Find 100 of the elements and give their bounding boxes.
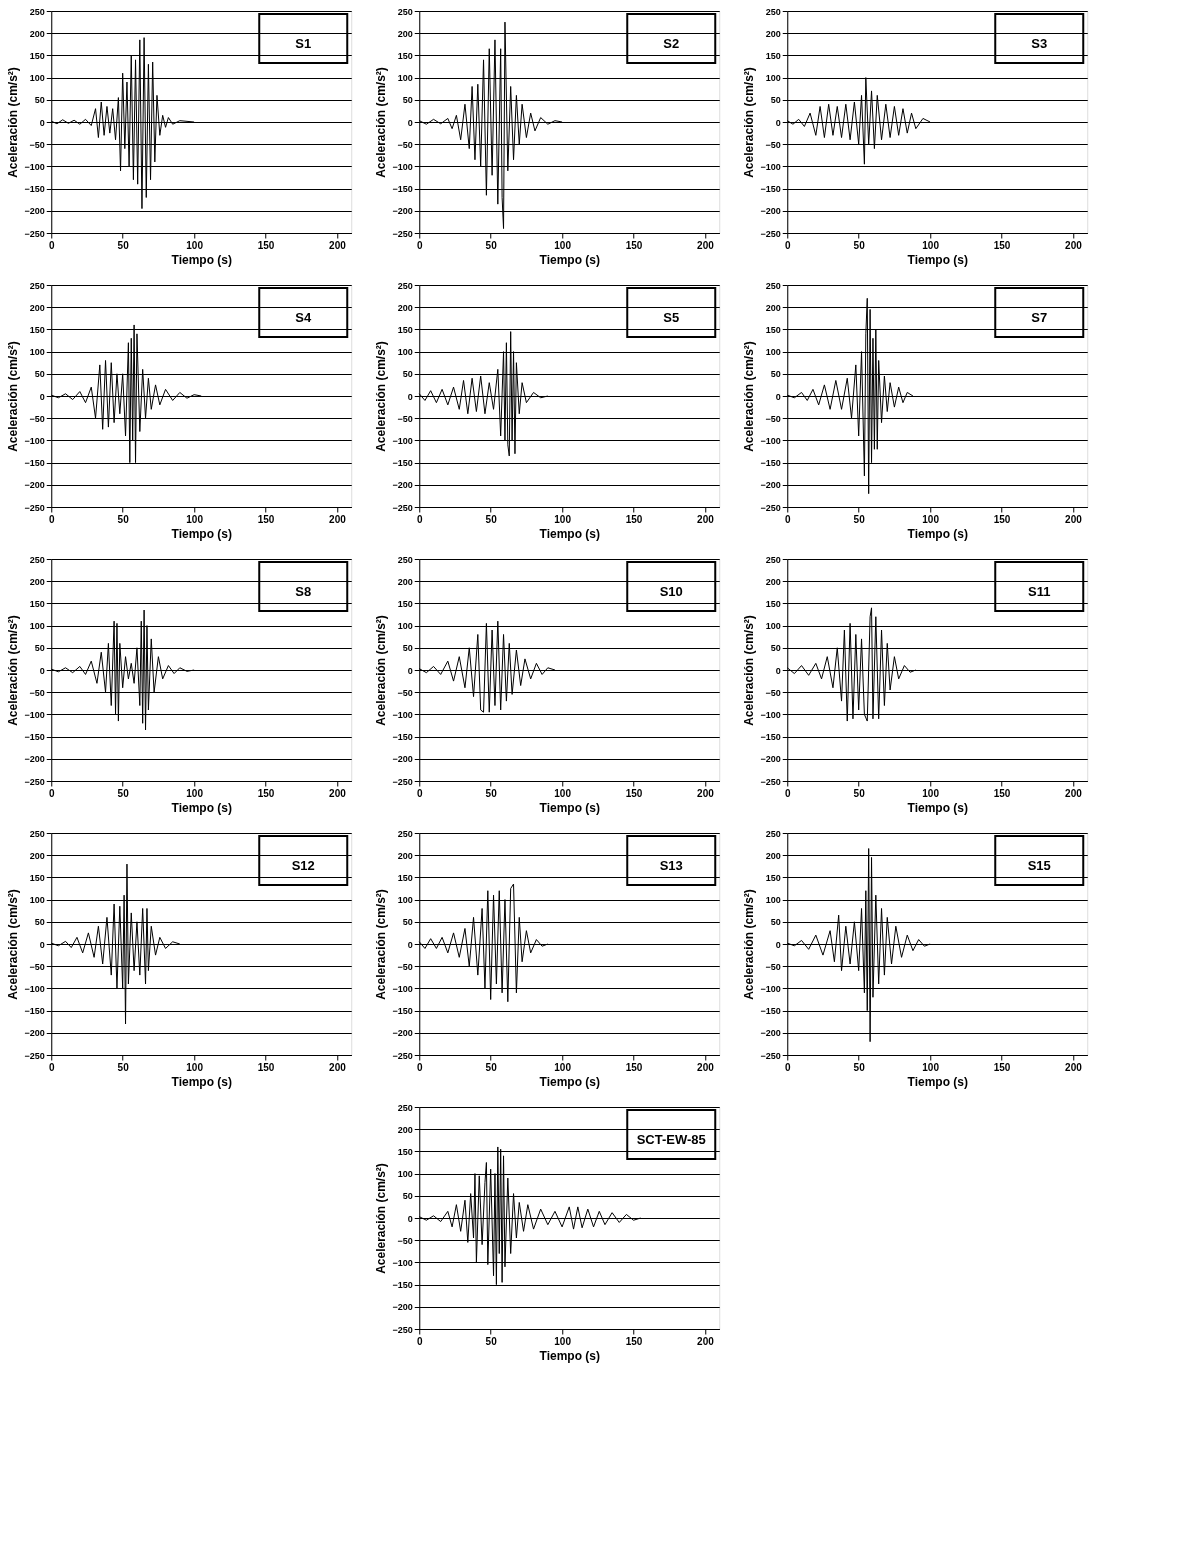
x-tick-label: 0 bbox=[784, 787, 791, 799]
y-tick-label: 150 bbox=[29, 872, 45, 883]
y-tick-label: −50 bbox=[765, 413, 781, 424]
y-axis-title: Aceleración (cm/s²) bbox=[742, 615, 757, 726]
y-axis-title: Aceleración (cm/s²) bbox=[374, 615, 389, 726]
y-tick-label: −250 bbox=[760, 228, 781, 239]
y-tick-label: −200 bbox=[760, 754, 781, 765]
y-tick-label: 150 bbox=[765, 50, 781, 61]
y-tick-label: 150 bbox=[29, 598, 45, 609]
y-tick-label: 100 bbox=[397, 895, 413, 906]
y-tick-label: 150 bbox=[397, 872, 413, 883]
y-tick-label: 150 bbox=[29, 324, 45, 335]
x-tick-label: 0 bbox=[48, 513, 55, 525]
x-tick-label: 150 bbox=[257, 239, 275, 251]
x-axis-title: Tiempo (s) bbox=[539, 1348, 600, 1363]
y-tick-label: −100 bbox=[24, 161, 45, 172]
y-tick-label: −150 bbox=[392, 458, 413, 469]
y-axis-title: Aceleración (cm/s²) bbox=[6, 67, 21, 178]
y-tick-label: 0 bbox=[407, 117, 413, 128]
y-tick-label: −200 bbox=[24, 1028, 45, 1039]
y-tick-label: −250 bbox=[760, 776, 781, 787]
x-tick-label: 200 bbox=[1065, 787, 1083, 799]
x-axis-title: Tiempo (s) bbox=[907, 1074, 968, 1089]
x-axis-title: Tiempo (s) bbox=[907, 526, 968, 541]
y-tick-label: −100 bbox=[392, 161, 413, 172]
x-axis-title: Tiempo (s) bbox=[171, 1074, 232, 1089]
x-tick-label: 100 bbox=[922, 239, 940, 251]
y-tick-label: 100 bbox=[29, 895, 45, 906]
x-tick-label: 50 bbox=[117, 513, 130, 525]
y-tick-label: 50 bbox=[402, 643, 413, 654]
x-tick-label: 0 bbox=[416, 1061, 423, 1073]
y-tick-label: 0 bbox=[775, 939, 781, 950]
y-tick-label: −250 bbox=[392, 502, 413, 513]
y-tick-label: −50 bbox=[29, 413, 45, 424]
x-tick-label: 150 bbox=[993, 513, 1011, 525]
y-tick-label: 50 bbox=[770, 95, 781, 106]
x-tick-label: 50 bbox=[485, 1335, 498, 1347]
y-tick-label: −150 bbox=[760, 458, 781, 469]
x-tick-label: 150 bbox=[625, 513, 643, 525]
y-tick-label: −200 bbox=[24, 206, 45, 217]
x-tick-label: 200 bbox=[1065, 513, 1083, 525]
y-tick-label: −50 bbox=[29, 687, 45, 698]
y-tick-label: 100 bbox=[397, 621, 413, 632]
x-tick-label: 50 bbox=[117, 787, 130, 799]
y-axis-title: Aceleración (cm/s²) bbox=[742, 341, 757, 452]
y-tick-label: −200 bbox=[392, 206, 413, 217]
x-axis-title: Tiempo (s) bbox=[907, 800, 968, 815]
x-tick-label: 150 bbox=[257, 787, 275, 799]
y-axis-title: Aceleración (cm/s²) bbox=[6, 889, 21, 1000]
y-tick-label: −100 bbox=[760, 709, 781, 720]
y-tick-label: 0 bbox=[775, 391, 781, 402]
text: S3 bbox=[1031, 36, 1048, 51]
y-tick-label: −100 bbox=[392, 983, 413, 994]
y-tick-label: 200 bbox=[397, 576, 413, 587]
text: S2 bbox=[663, 36, 680, 51]
y-tick-label: 250 bbox=[765, 6, 781, 17]
y-tick-label: 50 bbox=[770, 643, 781, 654]
x-tick-label: 200 bbox=[329, 513, 347, 525]
y-tick-label: −100 bbox=[24, 435, 45, 446]
y-tick-label: 150 bbox=[397, 598, 413, 609]
x-tick-label: 100 bbox=[186, 787, 204, 799]
y-tick-label: −150 bbox=[24, 458, 45, 469]
x-tick-label: 150 bbox=[993, 1061, 1011, 1073]
y-axis-title: Aceleración (cm/s²) bbox=[6, 615, 21, 726]
y-axis-title: Aceleración (cm/s²) bbox=[374, 1163, 389, 1274]
y-tick-label: 150 bbox=[765, 598, 781, 609]
y-tick-label: −50 bbox=[397, 1235, 413, 1246]
y-tick-label: 100 bbox=[397, 1169, 413, 1180]
x-tick-label: 50 bbox=[853, 513, 866, 525]
y-tick-label: −150 bbox=[392, 1280, 413, 1291]
y-tick-label: −250 bbox=[392, 1324, 413, 1335]
y-tick-label: −200 bbox=[760, 480, 781, 491]
x-tick-label: 200 bbox=[697, 1335, 715, 1347]
y-tick-label: −250 bbox=[24, 1050, 45, 1061]
text: S12 bbox=[291, 858, 315, 873]
x-tick-label: 100 bbox=[554, 239, 572, 251]
y-tick-label: 100 bbox=[765, 73, 781, 84]
y-tick-label: 250 bbox=[29, 6, 45, 17]
x-tick-label: 50 bbox=[117, 1061, 130, 1073]
y-tick-label: 150 bbox=[765, 324, 781, 335]
text: S4 bbox=[295, 310, 312, 325]
y-tick-label: 50 bbox=[770, 917, 781, 928]
y-tick-label: 0 bbox=[39, 665, 45, 676]
x-tick-label: 150 bbox=[993, 787, 1011, 799]
x-tick-label: 50 bbox=[853, 1061, 866, 1073]
y-tick-label: 200 bbox=[29, 850, 45, 861]
y-tick-label: −150 bbox=[760, 732, 781, 743]
x-tick-label: 50 bbox=[485, 787, 498, 799]
y-tick-label: 200 bbox=[765, 576, 781, 587]
y-tick-label: −250 bbox=[24, 502, 45, 513]
y-tick-label: −50 bbox=[765, 961, 781, 972]
y-tick-label: −100 bbox=[392, 709, 413, 720]
x-tick-label: 50 bbox=[485, 239, 498, 251]
x-tick-label: 200 bbox=[697, 1061, 715, 1073]
x-axis-title: Tiempo (s) bbox=[907, 252, 968, 267]
y-tick-label: −200 bbox=[392, 1302, 413, 1313]
x-axis-title: Tiempo (s) bbox=[171, 526, 232, 541]
y-tick-label: −50 bbox=[397, 687, 413, 698]
y-tick-label: 200 bbox=[765, 302, 781, 313]
y-tick-label: 200 bbox=[765, 28, 781, 39]
